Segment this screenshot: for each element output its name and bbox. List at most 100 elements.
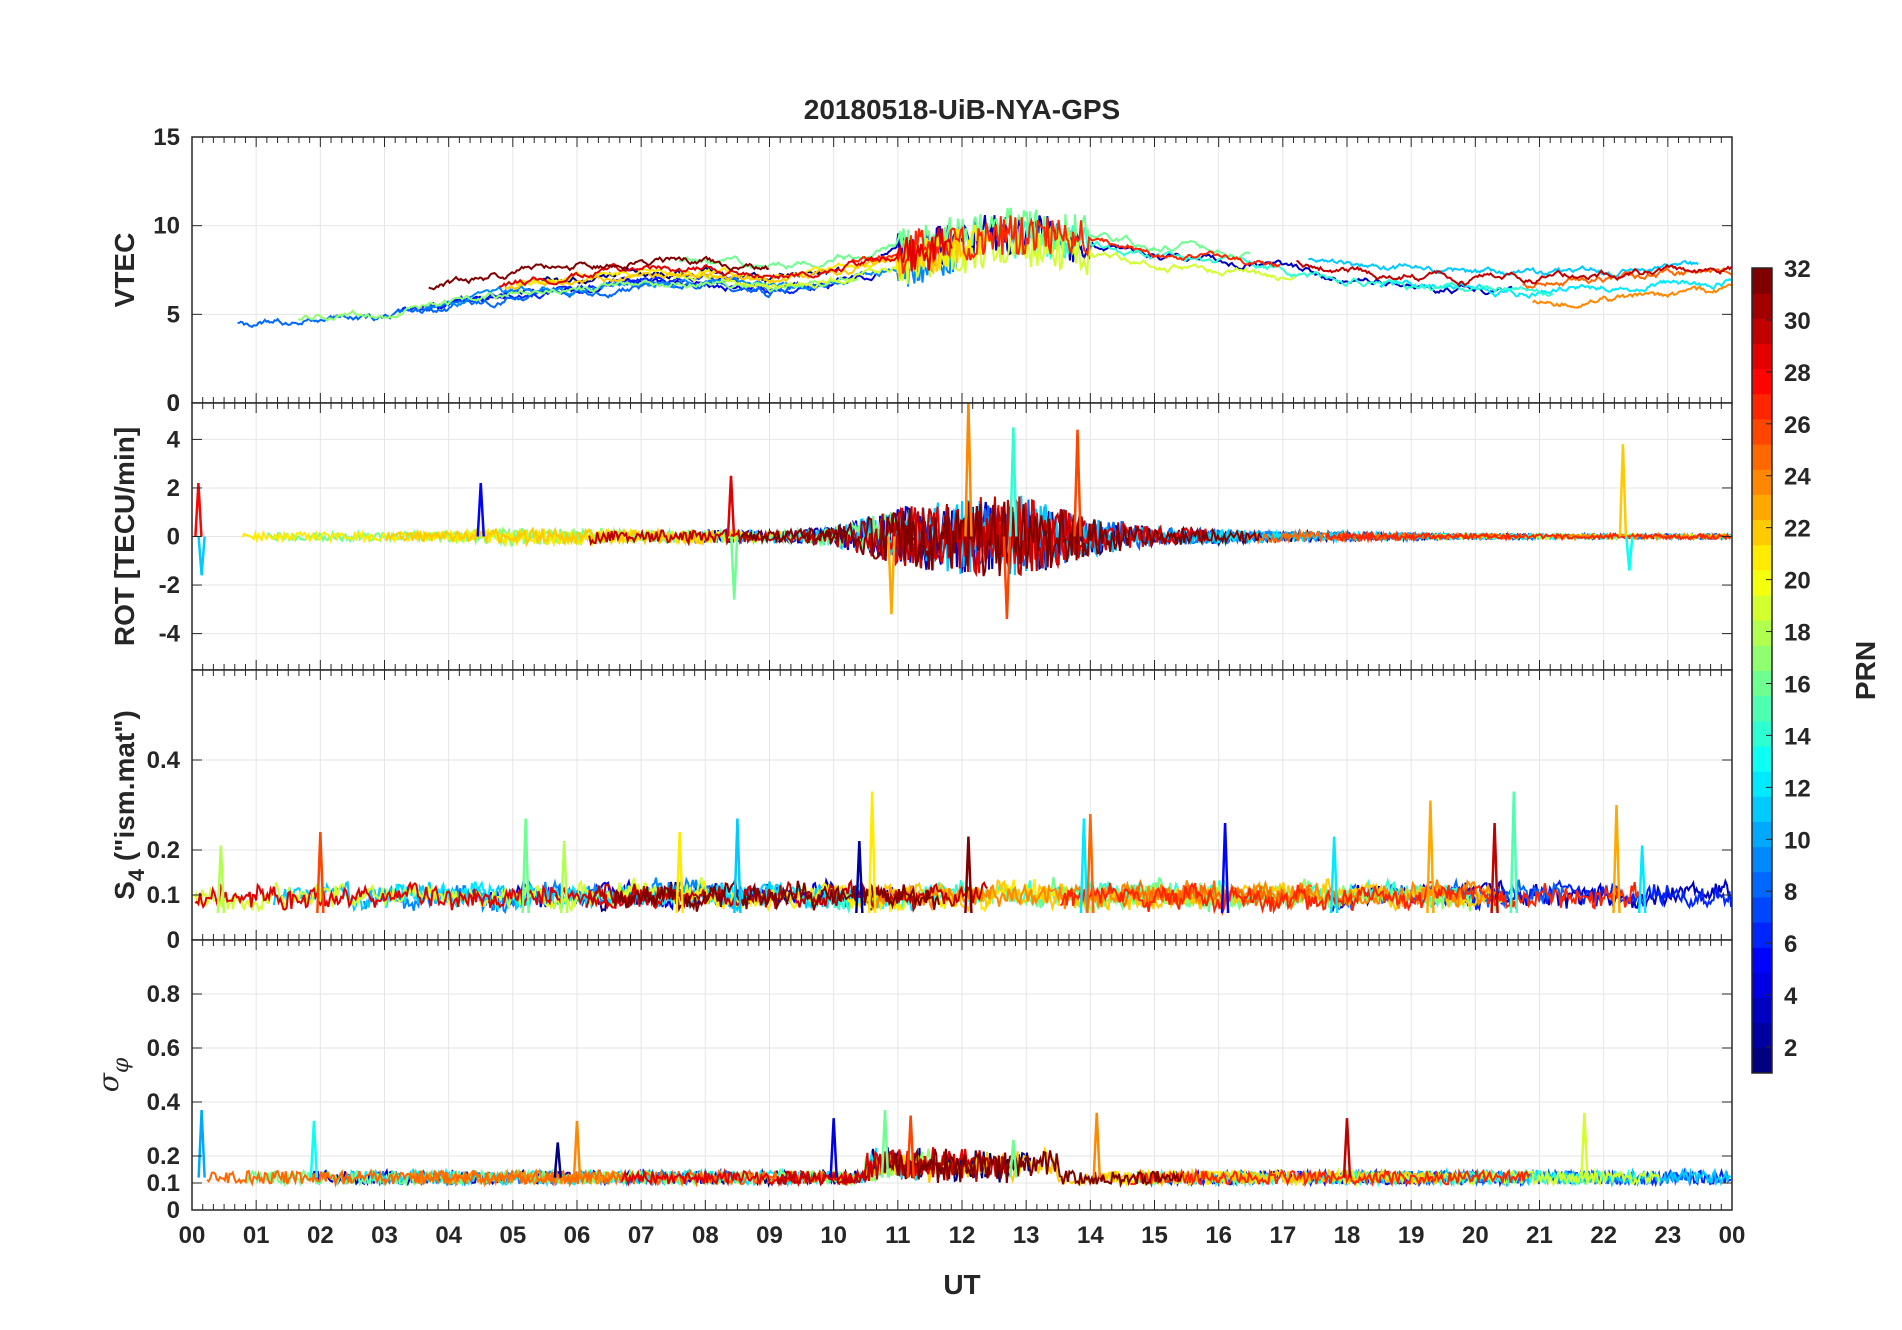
colorbar-segment xyxy=(1752,418,1772,445)
y-tick-label: 0 xyxy=(167,390,180,417)
x-tick-label: 11 xyxy=(885,1222,910,1249)
colorbar-segment xyxy=(1752,896,1772,923)
colorbar-label: PRN xyxy=(1850,641,1881,700)
y-axis: 0 5 10 15 xyxy=(153,124,1732,417)
colorbar-tick-label: 14 xyxy=(1784,723,1811,750)
spike-mark xyxy=(867,791,877,914)
colorbar-segment xyxy=(1752,1047,1772,1074)
colorbar-tick-label: 6 xyxy=(1784,931,1797,958)
trace-prn-27 xyxy=(1130,1167,1531,1189)
colorbar-segment xyxy=(1752,821,1772,848)
colorbar-tick-label: 10 xyxy=(1784,827,1811,854)
trace-prn-30 xyxy=(1296,259,1732,287)
colorbar-segment xyxy=(1752,745,1772,772)
spike-mark xyxy=(572,1120,582,1178)
trace-prn-32 xyxy=(740,501,1261,577)
colorbar-tick-label: 16 xyxy=(1784,671,1811,698)
spike-mark xyxy=(1490,822,1499,914)
spike-mark xyxy=(829,1118,838,1178)
y-tick-label: 0 xyxy=(167,524,180,551)
y-axis: 00.10.2 0.4 0.6 0.8 xyxy=(147,981,1732,1224)
x-tick-label: 10 xyxy=(820,1222,847,1249)
x-tick-label: 19 xyxy=(1398,1222,1425,1249)
data-traces xyxy=(193,791,1732,917)
colorbar-tick-label: 22 xyxy=(1784,516,1811,543)
y-axis: 0 0.1 0.2 0.4 xyxy=(147,747,1732,954)
y-axis-label-sigma_phi: σφ xyxy=(92,1057,134,1092)
trace-prn-9 xyxy=(424,241,958,310)
trace-prn-22 xyxy=(384,526,718,548)
colorbar-tick-label: 20 xyxy=(1784,568,1811,595)
y-axis-label-s4: S4 ("ism.mat") xyxy=(109,710,149,900)
colorbar-tick-label: 26 xyxy=(1784,412,1811,439)
spike-mark xyxy=(197,536,206,576)
colorbar-tick-label: 28 xyxy=(1784,360,1811,387)
trace-prn-27 xyxy=(851,215,1281,274)
x-tick-label: 17 xyxy=(1269,1222,1296,1249)
spike-mark xyxy=(726,475,736,537)
colorbar-segment xyxy=(1752,972,1772,999)
y-tick-label: 0 xyxy=(167,927,180,954)
colorbar-segment xyxy=(1752,268,1772,294)
colorbar-segment xyxy=(1752,670,1772,697)
x-minor-ticks xyxy=(191,940,1733,1210)
y-tick-label: 10 xyxy=(153,213,180,240)
colorbar-segment xyxy=(1752,444,1772,470)
trace-prn-29 xyxy=(194,880,687,911)
y-tick-label: 15 xyxy=(153,124,180,151)
trace-prn-8 xyxy=(237,279,820,329)
spike-mark xyxy=(1637,845,1647,914)
colorbar-segment xyxy=(1752,595,1772,621)
spike-mark xyxy=(1509,791,1519,914)
y-tick-label: 0.1 xyxy=(147,1170,180,1197)
colorbar-segment xyxy=(1752,293,1772,319)
spike-mark xyxy=(521,818,530,914)
y-tick-label: 4 xyxy=(167,426,181,453)
colorbar-segment xyxy=(1752,871,1772,898)
colorbar-tick-label: 4 xyxy=(1784,983,1798,1010)
trace-prn-21 xyxy=(241,526,783,549)
x-tick-label: 03 xyxy=(371,1222,398,1249)
colorbar-segment xyxy=(1752,569,1772,596)
spike-mark xyxy=(1009,1139,1018,1178)
spike-mark xyxy=(1086,813,1095,914)
spike-mark xyxy=(1618,444,1628,537)
y-tick-label: 0.1 xyxy=(147,882,180,909)
y-tick-label: -4 xyxy=(159,621,181,648)
trace-prn-19 xyxy=(673,228,1297,290)
x-tick-label: 08 xyxy=(692,1222,719,1249)
spike-mark xyxy=(1580,1112,1589,1178)
spike-mark xyxy=(964,836,973,914)
spike-mark xyxy=(1092,1112,1101,1178)
colorbar-segment xyxy=(1752,393,1772,420)
trace-prn-30 xyxy=(776,1149,1008,1188)
y-tick-label: 0.2 xyxy=(147,837,180,864)
colorbar-segment xyxy=(1752,846,1772,873)
colorbar-segment xyxy=(1752,343,1772,370)
colorbar-segment xyxy=(1752,469,1772,495)
y-axis-label-rot: ROT [TECU/min] xyxy=(109,427,140,646)
spike-mark xyxy=(729,536,739,600)
trace-prn-29 xyxy=(498,227,953,288)
colorbar-segment xyxy=(1752,796,1772,822)
panel-sigma_phi: 00.10.2 0.4 0.6 0.8 σφ xyxy=(92,939,1733,1224)
spike-mark xyxy=(553,1142,562,1178)
data-traces xyxy=(237,207,1732,329)
spike-mark xyxy=(1612,804,1621,914)
colorbar-segment xyxy=(1752,368,1772,395)
spike-mark xyxy=(906,1115,915,1178)
spike-mark xyxy=(964,403,973,537)
x-tick-label: 16 xyxy=(1205,1222,1232,1249)
y-tick-label: 5 xyxy=(167,301,180,328)
spike-mark xyxy=(1342,1118,1352,1178)
x-tick-label: 12 xyxy=(949,1222,976,1249)
y-tick-label: 0 xyxy=(167,1197,180,1224)
spike-mark xyxy=(733,818,742,914)
y-axis: -4 -2 0 2 4 0 xyxy=(159,390,1732,648)
spike-mark xyxy=(1009,427,1018,537)
x-tick-label: 00 xyxy=(179,1222,206,1249)
spike-mark xyxy=(316,831,325,914)
x-tick-label: 18 xyxy=(1334,1222,1361,1249)
